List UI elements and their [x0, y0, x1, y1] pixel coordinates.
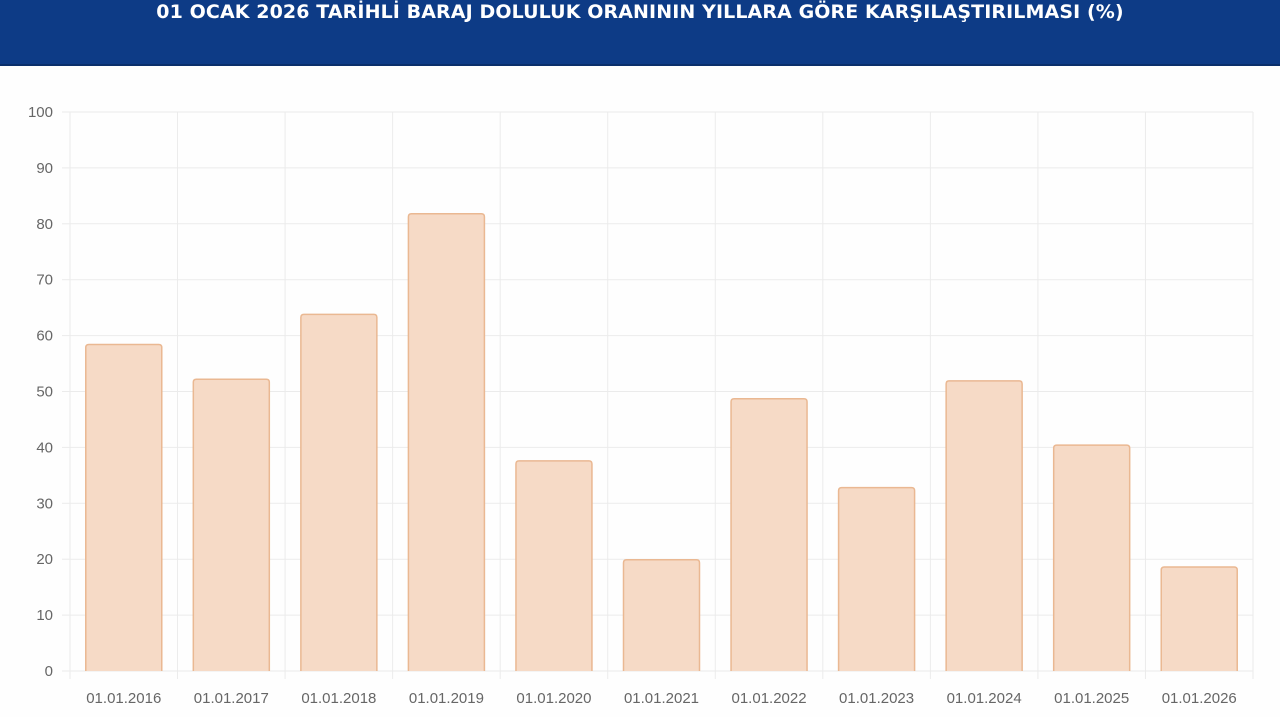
- y-tick-label: 80: [36, 216, 53, 233]
- x-tick-label: 01.01.2021: [624, 690, 699, 707]
- y-tick-label: 50: [36, 384, 53, 401]
- bar-01.01.2025: [1052, 444, 1131, 671]
- bar-01.01.2020: [515, 460, 593, 671]
- bar-01.01.2019: [407, 212, 486, 671]
- y-axis-ticks: 0 10 20 30 40 50 60 70 80 90 100: [28, 104, 53, 680]
- bar-01.01.2016: [85, 343, 163, 671]
- y-tick-label: 30: [36, 495, 53, 512]
- bar-01.01.2018: [300, 313, 378, 671]
- x-axis-ticks: 01.01.2016 01.01.2017 01.01.2018 01.01.2019…: [86, 690, 1237, 707]
- bar-01.01.2021: [622, 559, 701, 671]
- y-tick-label: 10: [36, 607, 53, 624]
- y-tick-label: 100: [28, 104, 53, 121]
- y-tick-label: 70: [36, 272, 53, 289]
- bar-01.01.2022: [730, 398, 808, 671]
- x-tick-label: 01.01.2026: [1162, 690, 1237, 707]
- y-tick-label: 20: [36, 551, 53, 568]
- y-tick-label: 90: [36, 160, 53, 177]
- bar-01.01.2024: [945, 380, 1023, 671]
- y-tick-label: 0: [45, 663, 53, 680]
- chart-area: 0 10 20 30 40 50 60 70 80 90 100 01.01.2016 01.01.2…: [0, 66, 1280, 717]
- x-tick-label: 01.01.2022: [732, 690, 807, 707]
- bars: [85, 212, 1238, 671]
- bar-01.01.2023: [837, 486, 916, 671]
- x-tick-label: 01.01.2020: [516, 690, 591, 707]
- y-tick-label: 40: [36, 439, 53, 456]
- y-tick-label: 60: [36, 328, 53, 345]
- x-tick-label: 01.01.2019: [409, 690, 484, 707]
- x-tick-label: 01.01.2024: [947, 690, 1022, 707]
- bar-01.01.2026: [1160, 566, 1238, 671]
- chart-header: 01 OCAK 2026 TARİHLİ BARAJ DOLULUK ORANI…: [0, 0, 1280, 66]
- chart-title: 01 OCAK 2026 TARİHLİ BARAJ DOLULUK ORANI…: [156, 1, 1124, 23]
- x-tick-label: 01.01.2017: [194, 690, 269, 707]
- x-tick-label: 01.01.2016: [86, 690, 161, 707]
- x-tick-label: 01.01.2018: [301, 690, 376, 707]
- bar-01.01.2017: [192, 378, 271, 671]
- x-tick-label: 01.01.2025: [1054, 690, 1129, 707]
- x-tick-label: 01.01.2023: [839, 690, 914, 707]
